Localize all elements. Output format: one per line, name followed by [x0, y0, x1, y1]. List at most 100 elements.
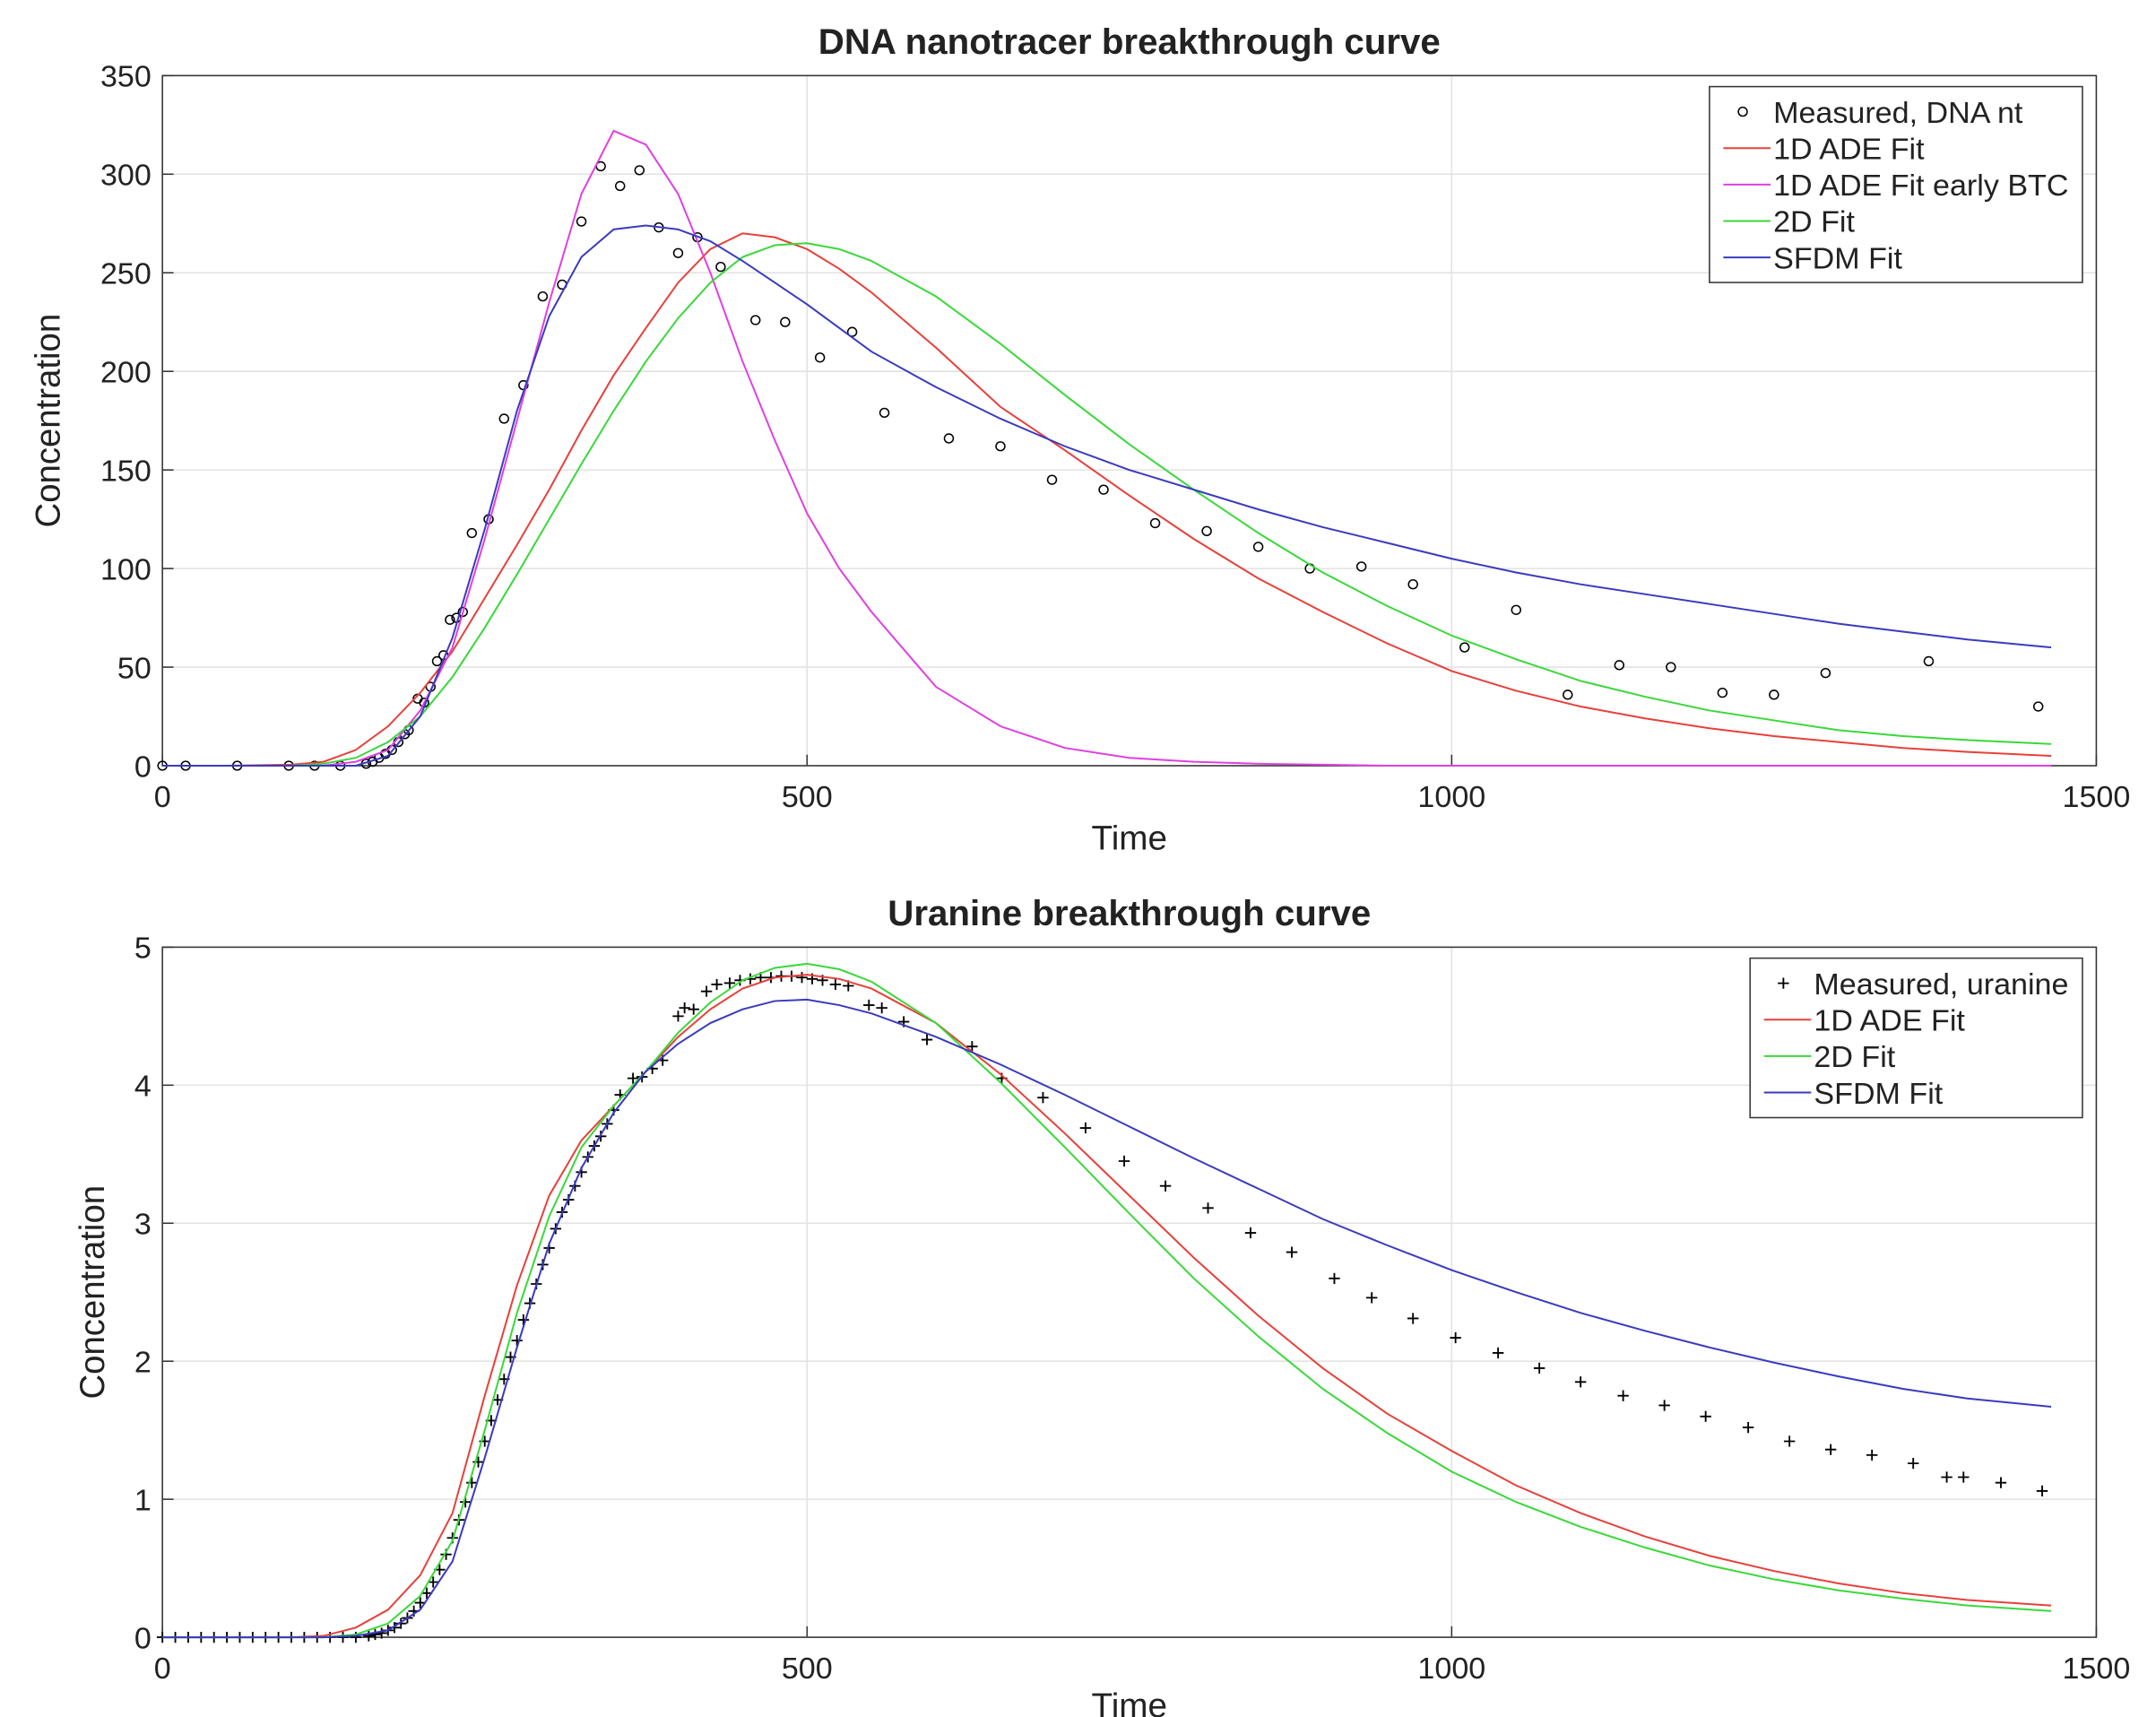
data-point	[1079, 1122, 1092, 1134]
data-point	[537, 291, 549, 302]
x-tick-label: 500	[782, 1652, 833, 1686]
data-point	[1511, 604, 1521, 615]
data-point	[1533, 1362, 1546, 1374]
data-point	[1820, 667, 1831, 679]
data-point	[1923, 655, 1935, 667]
legend-marker	[1737, 106, 1748, 117]
y-axis-label: Concentration	[74, 1185, 112, 1400]
data-point	[511, 1334, 523, 1347]
data-point	[679, 1002, 690, 1014]
series-line	[162, 998, 2052, 1639]
series-line	[162, 974, 2052, 1639]
data-point	[966, 1041, 978, 1053]
data-point	[1907, 1457, 1919, 1470]
chart: 0 500 1000 1500 0 1 2 3 4 5 Uranine breakthrough c…	[74, 894, 2130, 1717]
y-tick-label: 3	[134, 1208, 152, 1242]
y-axis-label: Concentration	[29, 314, 67, 528]
data-point	[1329, 1272, 1340, 1284]
legend-box	[1709, 85, 2083, 283]
data-point	[1769, 689, 1779, 700]
data-point	[1574, 1376, 1587, 1388]
data-point	[627, 1072, 639, 1084]
data-point	[1866, 1449, 1878, 1461]
series-line	[162, 232, 2052, 767]
data-point	[428, 1576, 439, 1588]
data-point	[517, 1314, 530, 1326]
x-tick-label: 0	[154, 1652, 171, 1686]
series-line	[162, 242, 2052, 767]
data-point	[1614, 660, 1625, 671]
data-point	[1492, 1347, 1504, 1359]
data-point	[814, 352, 826, 363]
legend-label: SFDM Fit	[1814, 1077, 1943, 1111]
legend-label: 2D Fit	[1814, 1040, 1895, 1074]
x-tick-label: 500	[782, 780, 833, 814]
data-point	[1941, 1471, 1953, 1483]
y-tick-label: 150	[100, 455, 152, 489]
y-tick-label: 2	[134, 1346, 152, 1380]
data-point	[363, 1630, 375, 1642]
data-point	[1149, 517, 1161, 529]
legend-label: 1D ADE Fit	[1773, 133, 1925, 167]
data-point	[723, 977, 736, 989]
data-point	[1355, 561, 1367, 572]
legend-label: Measured, uranine	[1814, 967, 2068, 1002]
data-point	[846, 326, 858, 337]
data-point	[466, 527, 478, 539]
legend-label: 2D Fit	[1773, 205, 1855, 239]
data-point	[1407, 1313, 1419, 1324]
y-tick-label: 350	[100, 60, 152, 94]
x-tick-label: 1000	[1417, 780, 1485, 814]
data-point	[1824, 1444, 1837, 1455]
data-point	[1118, 1155, 1130, 1167]
y-tick-label: 0	[134, 1621, 152, 1655]
data-point	[615, 180, 626, 192]
y-tick-label: 5	[134, 932, 152, 966]
data-point	[715, 261, 726, 273]
data-point	[1700, 1410, 1711, 1422]
data-point	[1252, 542, 1264, 552]
data-point	[1244, 1227, 1257, 1239]
legend-label: Measured, DNA nt	[1773, 96, 2023, 130]
data-point	[863, 999, 875, 1011]
data-point	[376, 1627, 387, 1639]
data-point	[1286, 1246, 1298, 1258]
series-line	[162, 962, 2052, 1639]
data-point	[1450, 1331, 1461, 1344]
y-tick-label: 0	[134, 750, 152, 784]
data-point	[943, 433, 955, 444]
data-point	[876, 1002, 888, 1014]
data-point	[879, 407, 890, 419]
legend-marker	[1778, 977, 1789, 989]
y-tick-label: 200	[100, 356, 152, 390]
data-point	[1202, 1202, 1214, 1214]
series-line	[162, 224, 2052, 767]
data-point	[634, 165, 645, 176]
plot-frame	[161, 946, 2098, 1638]
data-point	[1658, 1400, 1670, 1411]
legend-label: 1D ADE Fit early BTC	[1773, 169, 2068, 203]
chart: 0 500 1000 1500 0 50 100 150 200 250 300 350 DNA nan…	[29, 22, 2130, 858]
x-tick-label: 0	[154, 780, 171, 814]
data-point	[1407, 579, 1418, 590]
x-tick-label: 1000	[1417, 1652, 1485, 1686]
data-point	[1459, 642, 1470, 653]
data-point	[700, 985, 713, 997]
data-point	[1159, 1180, 1172, 1192]
data-point	[498, 413, 510, 424]
x-axis-label: Time	[1092, 1687, 1168, 1717]
data-point	[431, 655, 443, 667]
data-point	[672, 247, 684, 258]
chart-title: DNA nanotracer breakthrough curve	[818, 22, 1441, 62]
y-tick-label: 4	[134, 1070, 152, 1104]
data-point	[1201, 525, 1212, 536]
data-point	[1563, 689, 1573, 700]
data-point	[921, 1034, 933, 1045]
legend-label: SFDM Fit	[1773, 242, 1902, 276]
data-point	[1666, 662, 1676, 672]
data-point	[1617, 1390, 1629, 1401]
y-tick-label: 300	[100, 159, 152, 193]
x-axis-label: Time	[1092, 819, 1168, 858]
